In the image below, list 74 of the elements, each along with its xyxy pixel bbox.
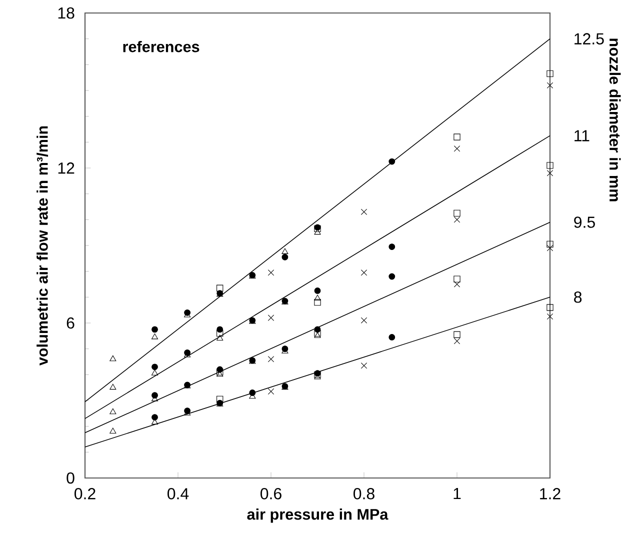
point	[314, 298, 321, 306]
point	[282, 248, 288, 254]
point	[152, 392, 158, 399]
x-axis-title: air pressure in MPa	[247, 508, 388, 523]
point	[546, 304, 554, 311]
point	[314, 330, 321, 337]
point	[151, 370, 158, 376]
point	[110, 355, 116, 362]
point	[546, 313, 554, 320]
point	[388, 244, 396, 250]
y-tick-label: 6	[66, 317, 74, 329]
point	[216, 368, 224, 376]
series-label: 12.5	[574, 33, 604, 44]
point	[216, 396, 224, 403]
point	[546, 170, 554, 176]
y-tick-label: 12	[58, 162, 74, 174]
point	[546, 244, 554, 252]
point	[216, 366, 224, 373]
point	[216, 284, 224, 292]
point	[216, 326, 224, 333]
point	[454, 210, 460, 217]
point	[454, 276, 460, 282]
point	[388, 334, 396, 340]
point	[454, 338, 460, 344]
point	[184, 309, 191, 316]
point	[268, 314, 274, 321]
legend-title: references	[123, 40, 200, 52]
x-tick-label: 1	[454, 488, 461, 500]
point	[546, 240, 554, 248]
point	[268, 270, 274, 276]
point	[152, 326, 158, 333]
point	[546, 82, 554, 88]
point	[454, 216, 460, 223]
y2-axis-title: nozzle diameter in mm	[609, 38, 621, 202]
point	[282, 254, 288, 260]
point	[110, 408, 116, 414]
point	[360, 270, 368, 276]
x-tick-label: 0.8	[354, 488, 374, 500]
point	[268, 388, 274, 395]
series-label: 9.5	[574, 216, 595, 228]
x-tick-label: 0.4	[168, 488, 189, 500]
x-tick-label: 0.2	[74, 488, 96, 500]
y-tick-label: 18	[58, 7, 74, 19]
series-label: 8	[574, 292, 582, 303]
point	[360, 362, 368, 369]
point	[151, 333, 158, 340]
point	[152, 364, 158, 370]
y-axis-title: volumetric air flow rate in m³/min	[36, 126, 48, 366]
point	[314, 288, 321, 294]
point	[216, 334, 224, 340]
point	[546, 70, 554, 78]
point	[360, 317, 368, 324]
point	[184, 349, 191, 356]
point	[546, 162, 554, 169]
point	[314, 294, 321, 300]
point	[454, 146, 460, 152]
point	[152, 414, 158, 420]
point	[216, 330, 224, 337]
point	[360, 208, 368, 216]
point	[268, 356, 274, 362]
point	[388, 158, 396, 165]
point	[454, 281, 460, 288]
y-tick-label: 0	[66, 472, 74, 484]
point	[110, 384, 116, 390]
point	[314, 326, 321, 333]
point	[110, 428, 116, 434]
point	[454, 331, 460, 338]
x-tick-label: 0.6	[260, 488, 282, 500]
point	[249, 390, 256, 396]
point	[388, 273, 396, 280]
point	[314, 332, 321, 338]
series-label: 11	[574, 130, 590, 142]
x-tick-label: 1.2	[540, 488, 560, 500]
point	[454, 134, 460, 140]
